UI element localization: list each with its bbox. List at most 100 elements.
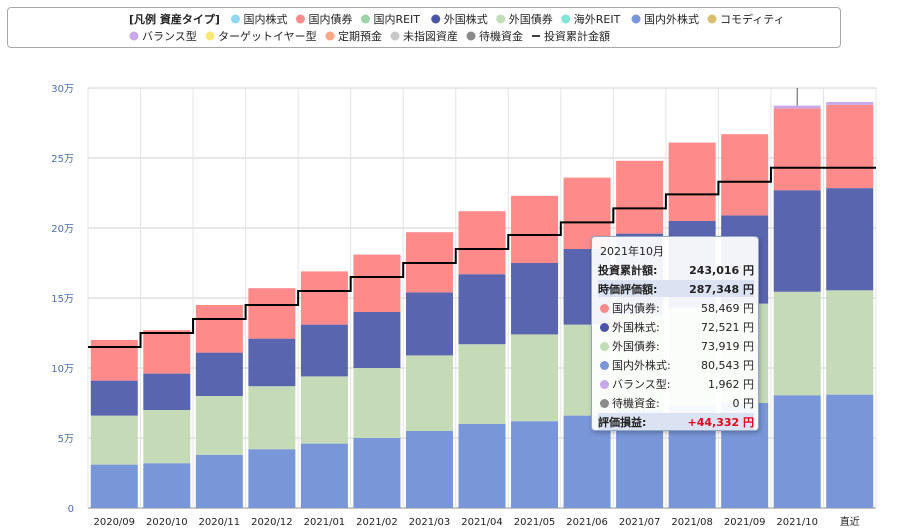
bar-segment [248,288,296,339]
x-tick-label: 2021/08 [671,517,713,528]
x-tick-label: 2021/10 [776,517,818,528]
circle-icon [600,342,609,351]
bar-segment [826,290,874,395]
bar-segment [353,438,401,508]
bar-segment [826,102,874,105]
tooltip-label: 外国株式: [598,319,660,335]
bar-segment [826,394,874,508]
tooltip: 2021年10月 投資累計額: 243,016 円時価評価額: 287,348 円国… [591,236,759,431]
legend-item: バランス型 [129,29,197,43]
tooltip-value: 80,543 円 [701,359,754,372]
bar-segment [826,188,874,291]
tooltip-row: バランス型: 1,962 円 [598,375,754,392]
legend-item: ターゲットイヤー型 [205,29,317,43]
tooltip-label: 国内外株式: [598,357,671,373]
x-tick-label: 2021/04 [461,517,503,528]
x-tick-label: 2020/10 [146,517,188,528]
tooltip-label-text: 評価損益: [598,416,647,429]
tooltip-row: 時価評価額: 287,348 円 [598,280,754,297]
bar-segment [511,334,559,422]
y-tick-label: 30万 [51,84,74,95]
legend-label: 国内REIT [373,12,420,26]
tooltip-label-text: 外国債券: [612,340,660,353]
bar-segment [826,104,874,189]
tooltip-value: 287,348 円 [689,283,754,296]
circle-icon [561,14,571,24]
legend-item: 国内REIT [360,12,420,26]
x-tick-label: 直近 [840,515,860,528]
bar-segment [616,160,664,234]
cumulative-investment-line [88,88,876,348]
bar-segment [300,376,348,444]
tooltip-label-text: 外国株式: [612,321,660,334]
bar-segment [563,415,611,508]
legend-label: 国内債券 [308,12,352,26]
legend-item: 外国株式 [431,12,488,26]
tooltip-label: 時価評価額: [598,281,657,297]
bar-segment [511,421,559,508]
legend-item: 定期預金 [325,29,382,43]
bar-segment [773,291,821,396]
tooltip-value: 73,919 円 [701,340,754,353]
tooltip-value: 1,962 円 [708,378,754,391]
tooltip-label-text: バランス型: [612,378,671,391]
tooltip-label-text: 時価評価額: [598,283,658,296]
bar-segment [143,330,191,374]
bar-segment [773,190,821,292]
tooltip-value: 243,016 円 [689,264,754,277]
bar-segment [195,454,243,508]
tooltip-row: 外国株式: 72,521 円 [598,318,754,335]
bar-segment [405,355,453,431]
circle-icon [600,323,609,332]
bar-segment [195,352,243,396]
circle-icon [600,361,609,370]
legend-item: コモディティ [707,12,785,26]
legend-title: [凡例 資産タイプ] [129,12,220,26]
x-tick-label: 2020/12 [251,517,293,528]
tooltip-row: 国内債券: 58,469 円 [598,299,754,316]
tooltip-label: 国内債券: [598,300,660,316]
bar-segment [248,449,296,508]
y-tick-label: 15万 [51,294,74,305]
legend-label: 国内外株式 [644,12,699,26]
legend-label: 待機資金 [479,29,523,43]
legend-label: 未指図資産 [403,29,458,43]
legend-label: バランス型 [142,29,197,43]
legend-label: 外国株式 [444,12,488,26]
legend-item: 投資累計金額 [532,29,610,43]
x-tick-label: 2021/07 [619,517,661,528]
tooltip-row: 国内外株式: 80,543 円 [598,356,754,373]
bar-segment [353,368,401,438]
legend-label: 投資累計金額 [544,29,610,43]
bar-segment [143,463,191,508]
circle-icon [325,31,335,41]
tooltip-label-text: 投資累計額: [598,264,658,277]
bar-segment [90,464,138,508]
circle-icon [600,399,609,408]
x-tick-label: 2021/05 [514,517,556,528]
bar-segment [300,324,348,377]
tooltip-row: 投資累計額: 243,016 円 [598,261,754,278]
bar-segment [300,443,348,508]
bar-segment [405,292,453,356]
bar-segment [248,338,296,387]
bar-segment [300,271,348,325]
x-tick-label: 2021/02 [356,517,398,528]
bar-segment [458,211,506,275]
legend-item: 国内債券 [295,12,352,26]
legend-item: 外国債券 [496,12,553,26]
tooltip-label: 投資累計額: [598,262,657,278]
bar-segment [773,395,821,508]
bar-segment [90,415,138,465]
legend-label: 国内株式 [243,12,287,26]
bar-segment [773,105,821,109]
legend-label: 外国債券 [509,12,553,26]
tooltip-row: 待機資金: 0 円 [598,394,754,411]
bar-segment [511,195,559,263]
circle-icon [496,14,506,24]
bar-segment [353,254,401,312]
tooltip-label-text: 国内外株式: [612,359,671,372]
tooltip-row: 評価損益: +44,332 円 [598,413,754,430]
bar-segment [143,410,191,464]
